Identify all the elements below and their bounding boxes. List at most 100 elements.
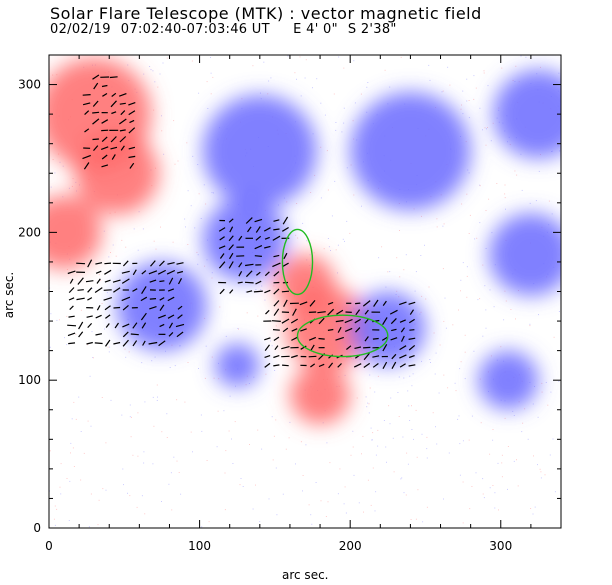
noise-speck (68, 187, 70, 189)
noise-speck (161, 130, 163, 132)
noise-speck (231, 438, 232, 440)
field-vector (68, 315, 75, 318)
field-vector (176, 270, 184, 274)
field-vector (77, 289, 84, 291)
field-vector (300, 345, 307, 350)
noise-speck (550, 391, 552, 393)
noise-speck (129, 404, 131, 406)
noise-speck (466, 296, 468, 298)
noise-speck (514, 170, 516, 172)
noise-speck (52, 74, 54, 76)
noise-speck (154, 356, 156, 358)
field-vector (228, 261, 234, 269)
field-vector (264, 362, 271, 368)
noise-speck (415, 409, 417, 411)
noise-speck (426, 506, 428, 508)
noise-speck (110, 252, 111, 253)
noise-speck (302, 490, 303, 492)
noise-speck (218, 378, 220, 380)
noise-speck (155, 248, 157, 250)
noise-speck (272, 459, 274, 461)
noise-speck (192, 451, 193, 453)
noise-speck (275, 325, 277, 327)
noise-speck (300, 441, 302, 443)
noise-speck (436, 218, 438, 220)
noise-speck (196, 251, 198, 253)
field-vector (100, 146, 109, 150)
noise-speck (501, 454, 503, 456)
noise-speck (327, 189, 329, 191)
noise-speck (421, 295, 423, 297)
noise-speck (299, 56, 301, 58)
noise-speck (225, 335, 227, 337)
field-vector (327, 328, 334, 331)
noise-speck (473, 75, 475, 77)
noise-speck (173, 120, 175, 122)
field-vector (177, 278, 183, 285)
field-vector (282, 364, 289, 367)
noise-speck (366, 406, 368, 408)
noise-speck (443, 320, 445, 322)
noise-speck (405, 254, 407, 256)
noise-speck (274, 370, 276, 371)
noise-speck (473, 98, 475, 100)
noise-speck (479, 222, 481, 224)
noise-speck (372, 432, 374, 434)
field-vector (104, 279, 111, 283)
figure-title: Solar Flare Telescope (MTK) : vector mag… (50, 4, 482, 23)
field-vector (101, 119, 109, 124)
x-tick-label: 200 (339, 539, 362, 553)
noise-speck (295, 463, 296, 465)
field-vector (245, 263, 254, 267)
noise-speck (551, 213, 553, 215)
noise-speck (362, 435, 364, 437)
field-vector (291, 354, 298, 359)
noise-speck (104, 328, 105, 330)
field-vector (105, 314, 111, 319)
field-vector (118, 118, 127, 125)
field-vector (400, 335, 405, 342)
noise-speck (320, 102, 322, 104)
noise-speck (388, 405, 390, 407)
noise-speck (80, 431, 82, 432)
noise-speck (397, 392, 399, 393)
noise-speck (489, 453, 491, 455)
noise-speck (270, 340, 272, 342)
noise-speck (549, 454, 551, 456)
field-vector (363, 352, 370, 361)
field-vector (159, 323, 165, 328)
noise-speck (123, 484, 124, 486)
noise-speck (49, 287, 51, 289)
y-tick-label: 0 (33, 521, 41, 535)
noise-speck (504, 417, 506, 419)
negative-polarity-region (202, 198, 287, 282)
noise-speck (267, 93, 269, 95)
noise-speck (529, 202, 531, 204)
noise-speck (490, 140, 492, 142)
field-vector (103, 289, 112, 291)
noise-speck (295, 234, 297, 236)
noise-speck (377, 445, 379, 447)
noise-speck (462, 262, 464, 264)
field-vector (344, 318, 353, 324)
field-vector (101, 84, 108, 88)
field-vector (354, 346, 362, 349)
noise-speck (541, 382, 543, 384)
noise-speck (112, 244, 114, 246)
field-vector (150, 260, 156, 267)
noise-speck (337, 272, 338, 274)
noise-speck (149, 66, 151, 67)
field-vector (128, 110, 136, 116)
field-vector (68, 287, 75, 294)
field-vector (272, 262, 281, 268)
field-vector (104, 262, 112, 265)
field-vector (264, 236, 270, 240)
noise-speck (223, 410, 225, 412)
noise-speck (378, 257, 380, 259)
field-vector (159, 280, 165, 283)
noise-speck (504, 290, 506, 292)
field-vector (101, 164, 109, 168)
noise-speck (190, 205, 192, 207)
field-vector (86, 341, 93, 345)
noise-speck (344, 486, 346, 488)
